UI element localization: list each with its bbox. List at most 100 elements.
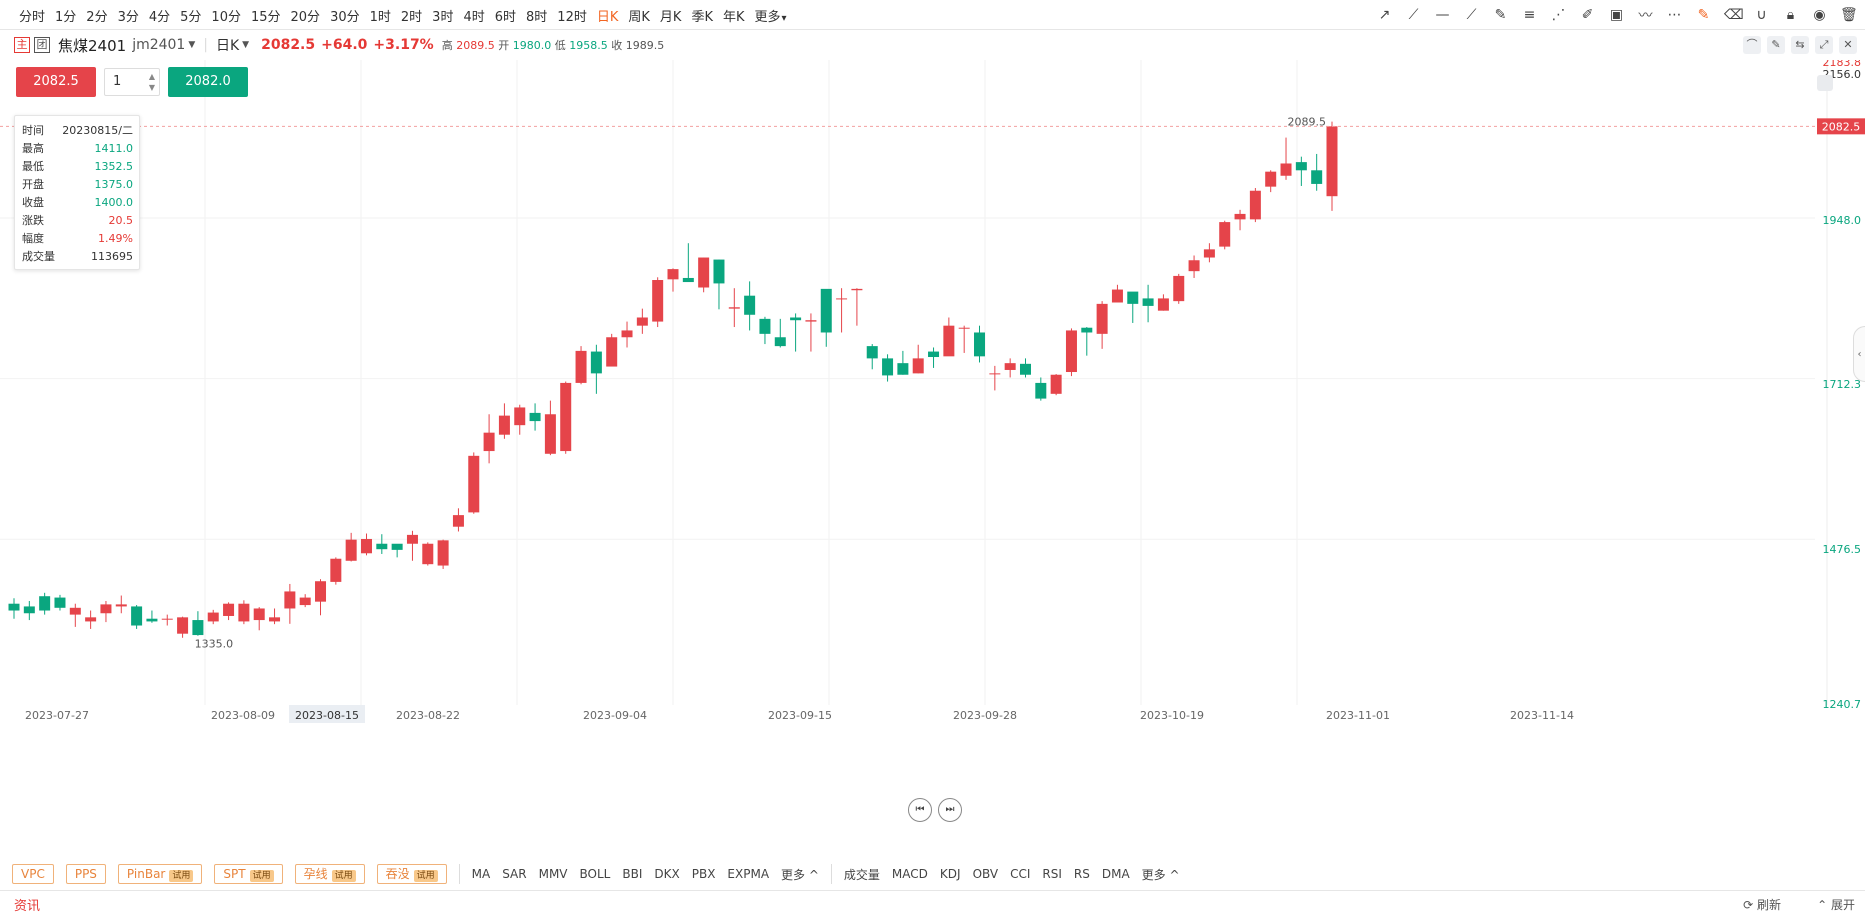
period-5[interactable]: 5分: [180, 9, 202, 25]
strategy-button[interactable]: PinBar 试用: [117, 864, 203, 884]
sub-indicator[interactable]: CCI: [1010, 867, 1031, 881]
wave-icon[interactable]: 〰: [1638, 8, 1653, 24]
compare-icon[interactable]: ⇆: [1791, 36, 1809, 54]
sub-indicator[interactable]: MACD: [891, 867, 928, 881]
fibonacci-icon[interactable]: ≡: [1523, 7, 1536, 23]
symbol-name[interactable]: 焦煤2401: [58, 36, 127, 55]
news-tab[interactable]: 资讯: [14, 899, 41, 914]
period-12[interactable]: 3时: [432, 9, 454, 25]
period-1[interactable]: 1分: [55, 9, 77, 25]
segment-icon[interactable]: ⟋: [1466, 7, 1477, 23]
lock-icon[interactable]: 🔒︎: [1786, 7, 1795, 23]
quantity-stepper[interactable]: 1 ▲ ▼: [104, 68, 160, 96]
period-0[interactable]: 分时: [19, 9, 46, 25]
period-dropdown[interactable]: 日K: [215, 38, 240, 54]
period-17[interactable]: 日K: [596, 9, 619, 25]
period-19[interactable]: 月K: [659, 9, 682, 25]
last-price: 2082.5: [261, 37, 316, 53]
period-3[interactable]: 3分: [117, 9, 139, 25]
period-16[interactable]: 12时: [557, 9, 587, 25]
main-indicator[interactable]: BBI: [622, 867, 643, 881]
strategy-button[interactable]: PPS: [65, 864, 106, 884]
period-4[interactable]: 4分: [148, 9, 171, 25]
main-indicator[interactable]: MMV: [538, 867, 568, 881]
main-indicator[interactable]: EXPMA: [727, 867, 770, 881]
open-label: 开: [498, 39, 510, 52]
period-18[interactable]: 周K: [628, 9, 650, 25]
price-change: +64.0: [321, 37, 368, 53]
skip-forward-icon[interactable]: ⏭: [938, 798, 962, 822]
candle-body: [207, 612, 219, 622]
strategy-button[interactable]: VPC: [12, 864, 54, 884]
quantity-value[interactable]: 1: [113, 74, 122, 89]
period-14[interactable]: 6时: [494, 9, 517, 25]
brush-icon[interactable]: ✐: [1581, 7, 1594, 23]
chart-type-icon[interactable]: ⌒: [1743, 36, 1761, 54]
period-10[interactable]: 1时: [369, 9, 391, 25]
ohlc-summary: 高 2089.5 开 1980.0 低 1958.5 收 1989.5: [442, 37, 665, 53]
main-contract-tag[interactable]: 主: [14, 37, 30, 53]
tooltip-row: 成交量 113695: [22, 248, 133, 266]
period-15[interactable]: 8时: [526, 9, 548, 25]
image-icon[interactable]: ▣: [1609, 7, 1624, 23]
candle-body: [39, 596, 51, 611]
main-indicator[interactable]: SAR: [502, 867, 527, 881]
sub-indicator[interactable]: 成交量: [843, 867, 880, 882]
main-indicator[interactable]: BOLL: [579, 867, 611, 881]
chevron-down-icon[interactable]: ▼: [242, 40, 250, 50]
sub-indicator[interactable]: RS: [1073, 867, 1090, 881]
close-icon[interactable]: ✕: [1839, 36, 1857, 54]
period-9[interactable]: 30分: [330, 9, 360, 25]
sub-indicator[interactable]: RSI: [1042, 867, 1062, 881]
eraser-icon[interactable]: ⌫: [1724, 7, 1744, 23]
stepper-arrows-icon[interactable]: ▲ ▼: [148, 72, 155, 92]
candlestick-chart[interactable]: 2089.5 1335.0 2183.8 2156.0 1948.0 1712.3 1476…: [0, 56, 1865, 845]
period-22[interactable]: 更多: [750, 6, 792, 25]
expand-button[interactable]: ⌃ 展开: [1817, 898, 1855, 912]
sell-button[interactable]: 2082.0: [168, 67, 248, 97]
period-21[interactable]: 年K: [722, 9, 745, 25]
sub-indicator[interactable]: 更多 ^: [1141, 867, 1180, 882]
trash-icon[interactable]: 🗑︎: [1840, 7, 1858, 23]
sub-indicator[interactable]: DMA: [1101, 867, 1130, 881]
eye-icon[interactable]: ◉: [1813, 7, 1826, 23]
period-7[interactable]: 15分: [250, 9, 281, 25]
ray-icon[interactable]: ⟋: [1408, 7, 1419, 23]
expand-icon[interactable]: ⤢: [1815, 36, 1833, 54]
horizontal-line-icon[interactable]: —: [1435, 7, 1450, 23]
period-selector: 分时 1分 2分 3分 4分 5分 10分 15分 20分 30分 1时 2时 3时 4时 6时 8时 12时日…: [14, 0, 792, 30]
strategy-button[interactable]: 吞没 试用: [376, 864, 447, 884]
edit-icon[interactable]: ✎: [1767, 36, 1785, 54]
edit-icon[interactable]: ✎: [1697, 7, 1710, 23]
main-indicator[interactable]: DKX: [654, 867, 680, 881]
close-label: 收: [611, 39, 623, 52]
more-dots-icon[interactable]: ⋯: [1667, 7, 1682, 23]
magnet-icon[interactable]: ∪: [1756, 7, 1767, 23]
skip-back-icon[interactable]: ⏮: [908, 798, 932, 822]
period-11[interactable]: 2时: [400, 9, 423, 25]
strategy-button[interactable]: 孕线 试用: [294, 864, 365, 884]
period-8[interactable]: 20分: [290, 9, 321, 25]
main-indicator[interactable]: MA: [471, 867, 491, 881]
chevron-down-icon[interactable]: ▼: [188, 40, 196, 50]
alert-bell-icon[interactable]: [1817, 75, 1833, 91]
period-20[interactable]: 季K: [691, 9, 713, 25]
gann-fan-icon[interactable]: ⋰: [1551, 7, 1566, 23]
symbol-code[interactable]: jm2401: [132, 37, 186, 53]
sub-indicator[interactable]: KDJ: [939, 867, 961, 881]
trend-line-icon[interactable]: ↗: [1378, 7, 1391, 23]
buy-button[interactable]: 2082.5: [16, 67, 96, 97]
strategy-button[interactable]: SPT 试用: [214, 864, 283, 884]
main-indicator[interactable]: 更多 ^: [781, 867, 819, 882]
period-6[interactable]: 10分: [211, 9, 241, 25]
main-indicator[interactable]: PBX: [691, 867, 716, 881]
sub-indicator[interactable]: OBV: [972, 867, 999, 881]
pencil-icon[interactable]: ✎: [1494, 7, 1507, 23]
group-tag[interactable]: 团: [34, 37, 50, 53]
period-2[interactable]: 2分: [86, 9, 108, 25]
chevron-left-icon[interactable]: ‹: [1853, 326, 1865, 382]
chart-svg[interactable]: 2089.51335.02183.82156.01948.01712.31476…: [0, 56, 1865, 845]
period-13[interactable]: 4时: [463, 9, 485, 25]
refresh-button[interactable]: ⟳ 刷新: [1743, 898, 1781, 912]
max-price-label: 2089.5: [1288, 116, 1327, 129]
